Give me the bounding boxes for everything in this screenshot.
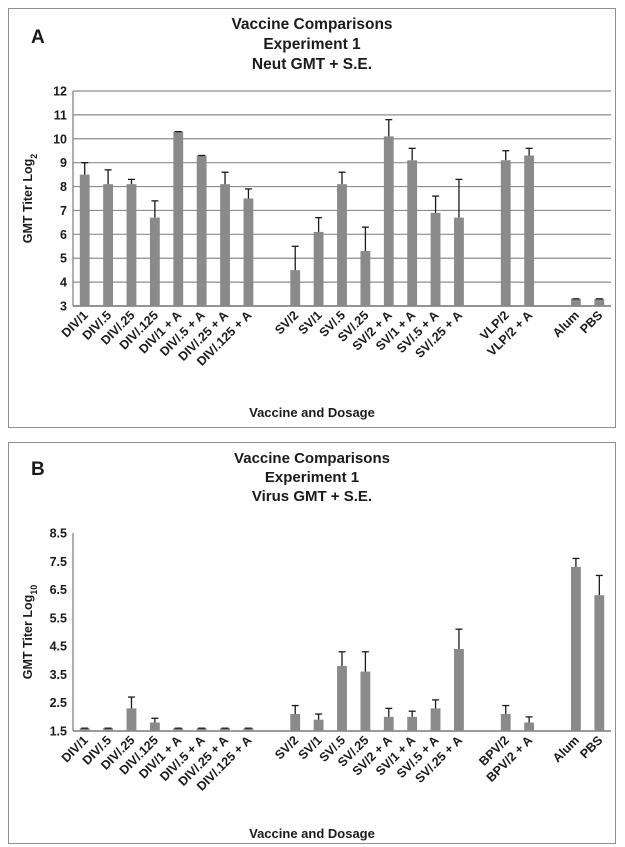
y-tick-label: 7.5 <box>50 555 67 569</box>
chart-panel-a: A Vaccine Comparisons Experiment 1 Neut … <box>8 8 616 428</box>
bar <box>454 217 464 306</box>
x-tick-label: SV/2 <box>272 308 301 337</box>
y-tick-label: 4 <box>60 276 67 290</box>
y-tick-label: 5.5 <box>50 611 67 625</box>
bar <box>149 722 160 731</box>
chart-title-line: Vaccine Comparisons <box>234 450 390 467</box>
bar <box>243 728 254 731</box>
bar <box>454 648 464 731</box>
y-tick-label: 3.5 <box>50 668 67 682</box>
bar <box>430 708 441 731</box>
y-tick-label: 11 <box>54 108 67 122</box>
y-tick-label: 2.5 <box>50 696 67 710</box>
bar <box>103 184 113 306</box>
bar <box>524 722 535 731</box>
chart-plot: 1.52.53.54.55.56.57.58.5DIV/1DIV/.5DIV/.… <box>21 527 611 794</box>
bar <box>500 714 511 731</box>
x-tick-label: Alum <box>550 733 582 765</box>
y-tick-label: 7 <box>60 204 67 218</box>
y-tick-label: 6 <box>60 228 67 242</box>
bar <box>290 714 301 731</box>
chart-title-line: Experiment 1 <box>264 469 360 486</box>
x-tick-label: Alum <box>550 308 582 340</box>
bar <box>220 728 230 731</box>
bar <box>313 231 324 306</box>
bar <box>126 708 137 731</box>
bar <box>173 728 184 731</box>
bar <box>571 566 581 731</box>
y-tick-label: 1.5 <box>50 725 67 739</box>
y-tick-label: 12 <box>53 85 67 99</box>
bar <box>360 671 371 731</box>
bar <box>103 728 113 731</box>
bar <box>79 728 90 731</box>
bar <box>173 131 184 306</box>
bar <box>500 160 511 306</box>
chart-plot: 3456789101112DIV/1DIV/.5DIV/.25DIV/.125D… <box>21 85 611 369</box>
bar <box>196 155 207 306</box>
y-tick-label: 3 <box>60 300 67 314</box>
bar <box>360 251 371 306</box>
x-tick-label: SV/2 <box>272 733 301 762</box>
y-tick-label: 8 <box>60 180 67 194</box>
y-tick-label: 6.5 <box>50 583 67 597</box>
bar <box>407 160 418 306</box>
chart-title-line: Virus GMT + S.E. <box>251 488 373 505</box>
x-tick-label: PBS <box>577 308 605 336</box>
y-tick-label: 8.5 <box>50 527 67 541</box>
bar <box>594 298 605 306</box>
x-axis-title: Vaccine and Dosage <box>249 826 375 841</box>
bar <box>196 728 207 731</box>
chart-title-line: Neut GMT + S.E. <box>251 56 373 73</box>
y-tick-label: 9 <box>60 156 67 170</box>
y-axis-title: GMT Titer Log2 <box>21 154 39 244</box>
bar <box>126 184 137 306</box>
bar <box>220 184 230 306</box>
bar <box>383 136 394 306</box>
chart-title: Vaccine Comparisons Experiment 1 Neut GM… <box>9 15 615 75</box>
bar <box>313 719 324 731</box>
bar <box>149 217 160 306</box>
y-tick-label: 5 <box>60 252 67 266</box>
bar <box>524 155 535 306</box>
y-tick-label: 4.5 <box>50 640 67 654</box>
bar <box>290 270 301 306</box>
x-tick-label: PBS <box>577 733 605 761</box>
chart-title-line: Experiment 1 <box>263 36 361 53</box>
y-axis-title: GMT Titer Log10 <box>21 585 39 680</box>
bar <box>337 184 347 306</box>
bar <box>430 212 441 306</box>
x-axis-title: Vaccine and Dosage <box>249 405 375 420</box>
bar <box>383 716 394 731</box>
y-tick-label: 10 <box>53 132 67 146</box>
panel-label: B <box>31 459 45 480</box>
chart-title-line: Vaccine Comparisons <box>231 16 393 33</box>
panel-label: A <box>31 27 45 48</box>
bar <box>243 198 254 306</box>
chart-panel-b: B Vaccine Comparisons Experiment 1 Virus… <box>8 442 616 844</box>
bar <box>594 595 605 731</box>
bar <box>337 665 347 731</box>
chart-title: Vaccine Comparisons Experiment 1 Virus G… <box>9 449 615 506</box>
bar <box>79 174 90 306</box>
bar <box>571 298 581 306</box>
bar <box>407 716 418 731</box>
